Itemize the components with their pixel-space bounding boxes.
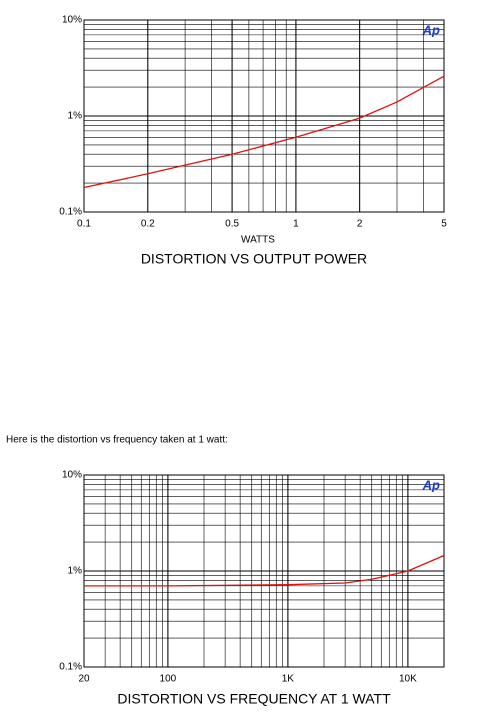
x-tick-label: 2 (357, 219, 363, 230)
chart-title: DISTORTION VS FREQUENCY AT 1 WATT (117, 691, 391, 707)
x-tick-label: 1 (293, 219, 299, 230)
intro-text: Here is the distortion vs frequency take… (6, 435, 228, 446)
y-tick-label: 10% (62, 470, 82, 481)
x-tick-label: 1K (282, 674, 295, 685)
x-tick-label: 0.5 (225, 219, 239, 230)
y-tick-label: 1% (68, 111, 83, 122)
plot-frame (83, 19, 445, 213)
x-tick-label: 20 (78, 674, 90, 685)
x-axis-label: WATTS (241, 235, 275, 246)
y-tick-label: 10% (62, 15, 82, 26)
chart-title: DISTORTION VS OUTPUT POWER (141, 251, 367, 267)
data-line (83, 75, 445, 189)
x-tick-label: 100 (160, 674, 177, 685)
y-tick-label: 0.1% (59, 662, 82, 673)
logo: Ap (422, 477, 440, 492)
x-tick-label: 0.1 (77, 219, 91, 230)
y-tick-label: 1% (68, 566, 83, 577)
data-line (84, 554, 445, 587)
x-tick-label: 0.2 (141, 219, 155, 230)
y-tick-label: 0.1% (59, 207, 82, 218)
x-tick-label: 5 (441, 219, 447, 230)
x-tick-label: 10K (399, 674, 417, 685)
plot-frame (83, 474, 445, 668)
logo: Ap (422, 22, 440, 37)
